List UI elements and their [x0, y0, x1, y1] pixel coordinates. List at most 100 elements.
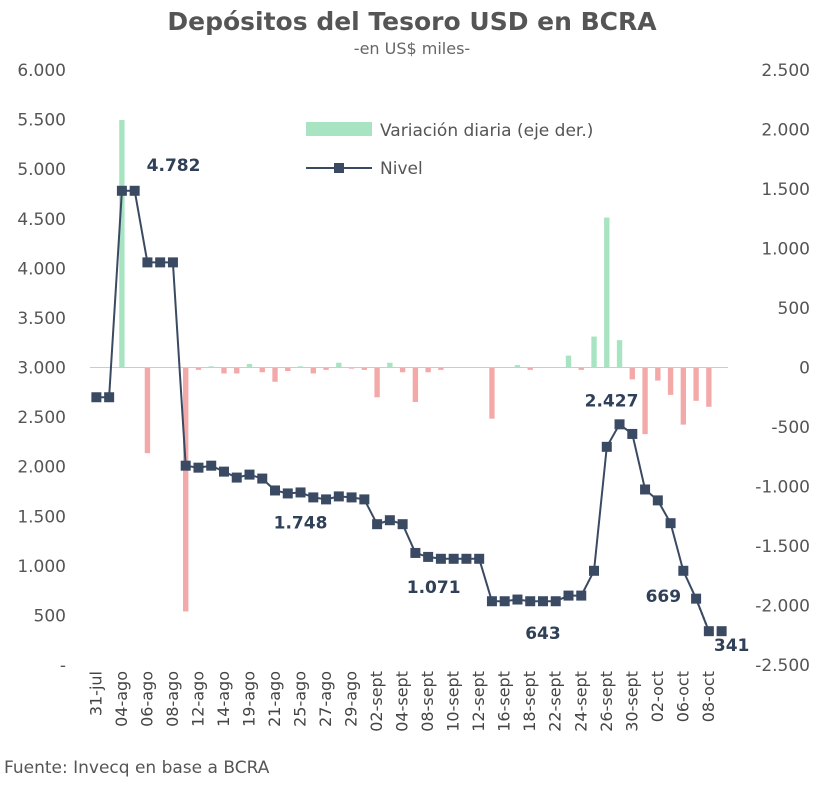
level-point: [257, 473, 268, 484]
right-axis-tick-label: 1.000: [761, 240, 810, 260]
level-point: [384, 515, 395, 526]
legend-bar-label: Variación diaria (eje der.): [380, 121, 593, 141]
legend-bar-swatch: [306, 122, 372, 136]
left-axis-tick-label: 2.500: [17, 408, 66, 428]
variation-bar: [336, 362, 342, 368]
level-point: [270, 485, 281, 496]
level-point: [640, 484, 651, 495]
level-point: [474, 553, 485, 564]
x-axis-tick-label: 21-ago: [265, 671, 284, 727]
data-label: 2.427: [585, 391, 639, 411]
x-axis-tick-label: 06-oct: [673, 671, 692, 722]
left-axis-tick-label: 3.500: [17, 309, 66, 329]
right-axis-tick-label: 1.500: [761, 180, 810, 200]
variation-bar: [348, 367, 355, 369]
data-labels: 4.782 1.748 1.071 643 2.427 669 341: [147, 156, 750, 656]
x-axis: 31-jul 04-ago 06-ago 08-ago 12-ago 14-ago 19-a…: [86, 671, 717, 732]
level-line-dashed: [695, 598, 710, 632]
level-point: [716, 626, 727, 637]
x-axis-tick-label: 25-ago: [291, 671, 310, 727]
level-point: [448, 553, 459, 564]
variation-bar: [706, 367, 712, 407]
level-point: [193, 462, 204, 473]
level-line-series: [91, 185, 727, 637]
x-axis-tick-label: 18-sept: [520, 671, 539, 732]
level-point: [691, 593, 702, 604]
level-point: [512, 594, 523, 605]
x-axis-tick-label: 30-sept: [622, 671, 641, 732]
variation-bar: [310, 367, 316, 374]
level-point: [359, 494, 370, 505]
level-point: [218, 466, 229, 477]
level-point: [665, 518, 676, 529]
level-point: [91, 392, 102, 403]
data-label: 1.748: [274, 513, 328, 533]
x-axis-tick-label: 12-ago: [188, 671, 207, 727]
variation-bar: [412, 367, 419, 403]
legend-line-label: Nivel: [380, 159, 423, 179]
variation-bar: [489, 367, 495, 419]
x-axis-tick-label: 14-ago: [214, 671, 233, 727]
x-axis-tick-label: 12-sept: [469, 671, 488, 732]
right-axis-tick-label: -500: [771, 418, 810, 438]
data-label: 4.782: [147, 156, 201, 176]
variation-bar: [514, 365, 521, 368]
variation-bar: [323, 367, 329, 370]
variation-bar: [144, 367, 151, 454]
variation-bar: [195, 367, 202, 370]
level-point: [627, 428, 638, 439]
level-point: [576, 590, 587, 601]
left-axis-tick-label: -: [60, 656, 66, 676]
variation-bar: [387, 362, 393, 368]
x-axis-tick-label: 27-ago: [316, 671, 335, 727]
variation-bar: [591, 336, 597, 368]
level-point: [104, 392, 115, 403]
left-axis-tick-label: 4.000: [17, 259, 66, 279]
level-point: [167, 257, 178, 268]
level-point: [231, 472, 242, 483]
right-axis-tick-label: -2.000: [755, 597, 810, 617]
right-axis-tick-label: -2.500: [755, 656, 810, 676]
variation-bar: [259, 367, 265, 373]
level-point: [537, 596, 548, 607]
level-point: [550, 596, 561, 607]
x-axis-tick-label: 22-sept: [546, 671, 565, 732]
x-axis-tick-label: 24-sept: [571, 671, 590, 732]
variation-bar: [616, 340, 623, 368]
level-point: [180, 460, 191, 471]
x-axis-tick-label: 10-sept: [444, 671, 463, 732]
daily-variation-bars: [119, 119, 712, 612]
level-point: [435, 553, 446, 564]
x-axis-tick-label: 04-ago: [112, 671, 131, 727]
level-point: [129, 185, 140, 196]
legend-line-marker: [334, 163, 344, 173]
variation-bar: [527, 367, 533, 370]
left-axis-tick-label: 1.000: [17, 557, 66, 577]
variation-bar: [285, 367, 291, 372]
level-point: [563, 590, 574, 601]
variation-bar: [399, 367, 406, 373]
variation-bar: [693, 367, 699, 401]
right-axis-tick-label: 2.000: [761, 121, 810, 141]
x-axis-tick-label: 02-oct: [648, 671, 667, 722]
right-axis: 2.500 2.000 1.500 1.000 500 0 -500 -1.000 -1.500…: [755, 61, 810, 676]
variation-bar: [425, 367, 431, 373]
data-label: 643: [525, 624, 561, 644]
level-point: [397, 519, 408, 530]
right-axis-tick-label: 2.500: [761, 61, 810, 81]
x-axis-tick-label: 02-sept: [367, 671, 386, 732]
legend: Variación diaria (eje der.) Nivel: [306, 121, 593, 179]
variation-bar: [680, 367, 687, 425]
variation-bar: [361, 367, 368, 370]
variation-bar: [667, 367, 674, 395]
level-point: [410, 547, 421, 558]
x-axis-tick-label: 06-ago: [137, 671, 156, 727]
level-point: [703, 626, 714, 637]
left-axis-tick-label: 500: [34, 606, 66, 626]
data-label: 669: [646, 587, 682, 607]
data-label: 1.071: [407, 578, 461, 598]
variation-bar: [578, 367, 584, 370]
variation-bar: [438, 367, 444, 370]
